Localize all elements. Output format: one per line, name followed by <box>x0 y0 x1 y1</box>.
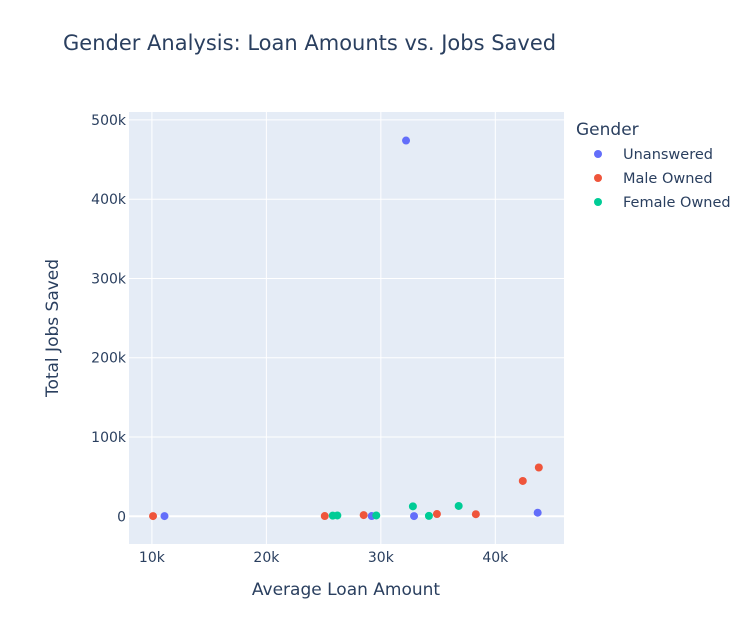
legend-marker <box>594 198 602 206</box>
data-point-unanswered[interactable] <box>160 512 169 521</box>
legend-item-female-owned[interactable]: Female Owned <box>594 195 731 211</box>
data-points <box>149 136 543 521</box>
y-tick-label: 100k <box>91 430 127 446</box>
legend-label: Male Owned <box>623 171 713 187</box>
x-axis-ticks: 10k 20k 30k 40k <box>139 550 509 566</box>
y-axis-ticks: 0 100k 200k 300k 400k 500k <box>91 113 127 525</box>
data-point-male-owned[interactable] <box>359 511 368 520</box>
chart-title: Gender Analysis: Loan Amounts vs. Jobs S… <box>63 31 556 55</box>
x-tick-label: 10k <box>139 550 166 566</box>
x-tick-label: 20k <box>253 550 280 566</box>
y-axis-title: Total Jobs Saved <box>43 259 63 398</box>
series-male-owned <box>149 463 543 521</box>
data-point-male-owned[interactable] <box>320 512 329 521</box>
y-tick-label: 200k <box>91 351 127 367</box>
data-point-female-owned[interactable] <box>454 501 463 510</box>
y-tick-label: 400k <box>91 192 127 208</box>
data-point-male-owned[interactable] <box>471 510 480 519</box>
data-point-unanswered[interactable] <box>402 136 411 145</box>
y-tick-label: 0 <box>117 509 126 525</box>
x-tick-label: 30k <box>368 550 395 566</box>
legend-item-male-owned[interactable]: Male Owned <box>594 171 713 187</box>
legend[interactable]: Gender Unanswered Male Owned Female Owned <box>576 120 731 211</box>
data-point-unanswered[interactable] <box>410 512 419 521</box>
y-tick-label: 300k <box>91 271 127 287</box>
x-axis-title: Average Loan Amount <box>252 580 441 600</box>
data-point-male-owned[interactable] <box>432 510 441 519</box>
legend-label: Female Owned <box>623 195 731 211</box>
data-point-female-owned[interactable] <box>408 502 417 511</box>
data-point-unanswered[interactable] <box>533 508 542 517</box>
plot-area <box>129 112 564 544</box>
y-tick-label: 500k <box>91 113 127 129</box>
x-tick-label: 40k <box>482 550 509 566</box>
data-point-male-owned[interactable] <box>149 512 158 521</box>
legend-marker <box>594 150 602 158</box>
legend-item-unanswered[interactable]: Unanswered <box>594 147 713 163</box>
legend-label: Unanswered <box>623 147 713 163</box>
data-point-female-owned[interactable] <box>372 511 381 520</box>
legend-marker <box>594 174 602 182</box>
data-point-female-owned[interactable] <box>424 511 433 520</box>
legend-title: Gender <box>576 120 639 140</box>
series-female-owned <box>328 501 463 520</box>
data-point-male-owned[interactable] <box>518 476 527 485</box>
data-point-male-owned[interactable] <box>534 463 543 472</box>
data-point-female-owned[interactable] <box>333 511 342 520</box>
gridlines <box>129 112 564 544</box>
